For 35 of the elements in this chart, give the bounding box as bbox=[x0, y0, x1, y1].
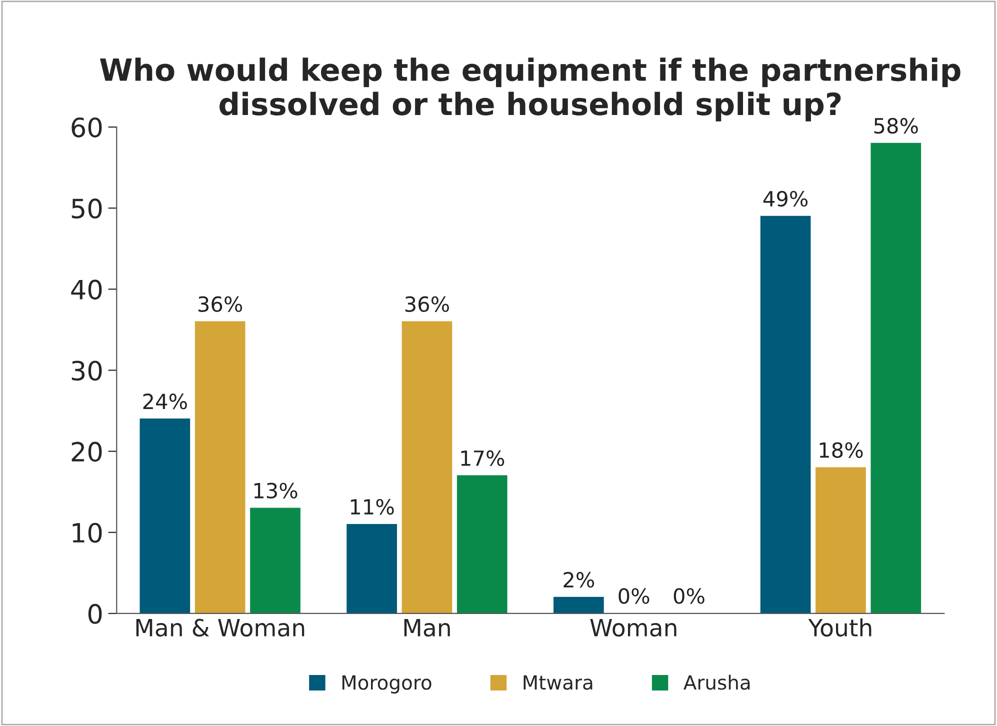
bar bbox=[194, 321, 246, 614]
data-label: 17% bbox=[461, 450, 504, 466]
y-tick-label: 40 bbox=[71, 280, 102, 300]
bar bbox=[870, 142, 922, 614]
data-label: 13% bbox=[254, 482, 298, 498]
y-tick-label: 10 bbox=[72, 522, 102, 543]
bar bbox=[250, 508, 300, 614]
data-label: 24% bbox=[143, 394, 187, 410]
y-tick-label: 30 bbox=[72, 360, 102, 381]
y-tick-label: 0 bbox=[88, 604, 102, 624]
bar bbox=[760, 216, 811, 614]
y-tick-label: 50 bbox=[72, 198, 102, 219]
legend-label: Mtwara bbox=[524, 675, 592, 690]
x-tick-label: Woman bbox=[590, 619, 676, 637]
x-tick-label: Man & Woman bbox=[136, 618, 304, 637]
data-label: 36% bbox=[405, 296, 449, 312]
legend-label: Morogoro bbox=[342, 675, 432, 694]
data-label: 11% bbox=[350, 498, 394, 515]
x-tick-label: Youth bbox=[808, 618, 872, 637]
bar bbox=[456, 475, 508, 614]
data-label: 0% bbox=[618, 588, 650, 604]
data-label: 2% bbox=[564, 572, 594, 588]
bar bbox=[554, 596, 604, 614]
bar bbox=[346, 524, 397, 614]
bar bbox=[140, 418, 190, 614]
data-label: 36% bbox=[198, 296, 242, 312]
bar bbox=[816, 467, 866, 614]
x-tick-label: Man bbox=[404, 619, 450, 637]
data-label: 0% bbox=[674, 588, 704, 604]
y-tick-label: 60 bbox=[72, 117, 102, 138]
y-tick-label: 20 bbox=[72, 442, 102, 462]
data-label: 18% bbox=[820, 442, 863, 458]
legend-label: Arusha bbox=[684, 674, 750, 690]
data-label: 49% bbox=[763, 190, 808, 207]
bar bbox=[402, 321, 452, 614]
